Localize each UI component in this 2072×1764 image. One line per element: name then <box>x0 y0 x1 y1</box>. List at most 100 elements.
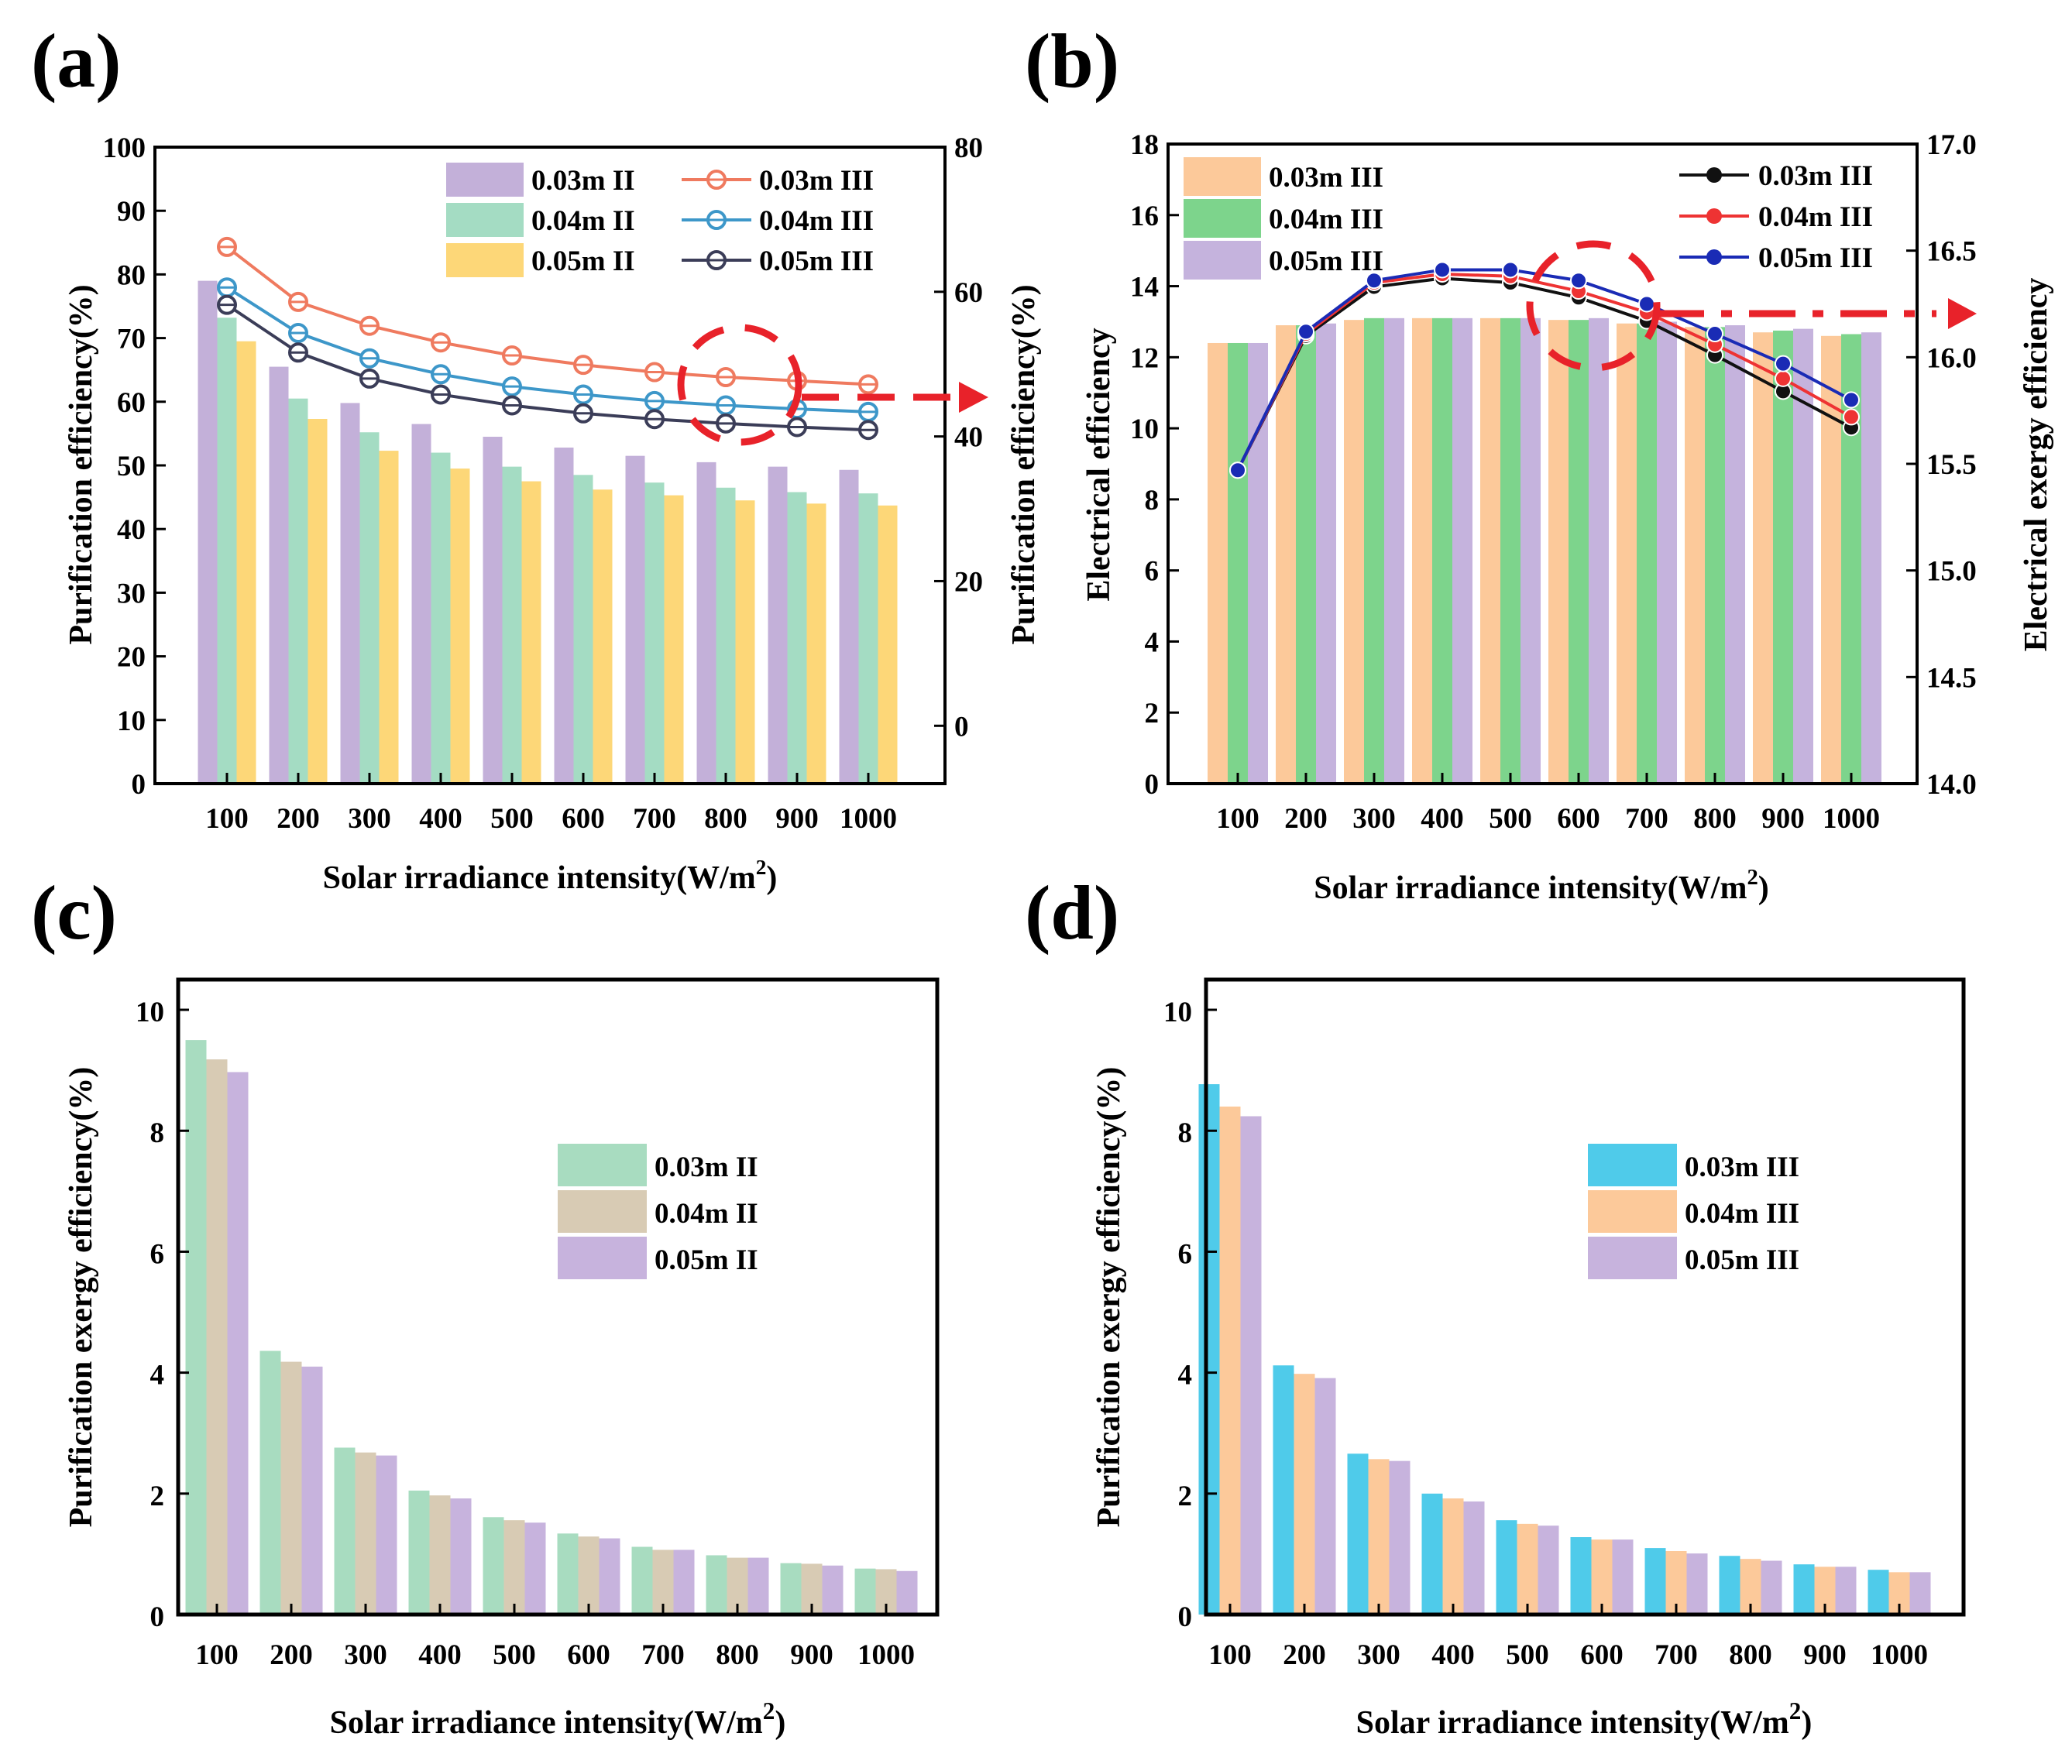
bar-0-03m-II-500 <box>483 437 503 784</box>
x-tick-label: 600 <box>1557 803 1600 835</box>
y-tick-label: 80 <box>117 259 146 291</box>
legend-label: 0.03m III <box>759 165 874 197</box>
legend-label: 0.05m III <box>1758 242 1873 274</box>
bar-series-2-500 <box>524 1522 546 1615</box>
y2-tick-label: 14.0 <box>1926 769 1977 801</box>
bar-series-0-1000 <box>1868 1570 1889 1615</box>
legend-label: 0.03m III <box>1758 160 1873 192</box>
line-0-04m-III <box>225 286 869 414</box>
x-axis-title: Solar irradiance intensity(W/m2) <box>1356 1697 1813 1741</box>
bar-0-04m-II-300 <box>359 432 380 784</box>
y-tick-label: 50 <box>117 451 146 482</box>
legend-label: 0.03m II <box>655 1151 758 1183</box>
x-tick-label: 400 <box>1421 803 1464 835</box>
x-tick-label: 700 <box>641 1639 685 1671</box>
y2-axis-title: Electrical exergy efficiency <box>2019 278 2054 652</box>
point-0-03m-III-100 <box>217 236 237 257</box>
x-tick-label: 300 <box>344 1639 387 1671</box>
bar-0-03m-III-0-200 <box>1276 325 1296 784</box>
x-tick-label: 200 <box>270 1639 313 1671</box>
bar-0-03m-III-0-100 <box>1208 342 1228 784</box>
y-tick-label: 20 <box>117 642 146 674</box>
panel-letter: (c) <box>31 870 117 956</box>
bar-0-05m-II-700 <box>664 495 684 784</box>
highlight-arrow-head <box>1948 298 1977 329</box>
bar-0-05m-III-2-300 <box>1384 317 1404 784</box>
y-tick-label: 6 <box>1178 1238 1193 1270</box>
bar-0-03m-II-300 <box>340 403 360 784</box>
x-tick-label: 400 <box>1431 1639 1475 1671</box>
y-tick-label: 14 <box>1130 272 1159 304</box>
x-axis-title-superscript: 2 <box>1747 866 1758 890</box>
bar-0-04m-II-900 <box>787 492 807 784</box>
highlight-circle <box>677 324 802 446</box>
bar-0-05m-III-2-400 <box>1452 317 1472 784</box>
point-0-04m-III-200 <box>288 323 308 344</box>
y2-tick-label: 40 <box>954 422 983 454</box>
legend-label: 0.05m III <box>1685 1244 1799 1276</box>
bar-0-04m-II-1000 <box>858 493 878 784</box>
y-tick-label: 0 <box>132 769 146 801</box>
y-tick-label: 4 <box>1178 1360 1193 1392</box>
x-axis-title-main: Solar irradiance intensity(W/m <box>330 1705 763 1741</box>
legend-swatch <box>1184 241 1261 280</box>
bar-0-04m-III-1-800 <box>1705 327 1725 784</box>
y-axis-title: Electrical efficiency <box>1081 328 1117 601</box>
point-series-2-600 <box>1570 272 1587 290</box>
y-axis-title: Purification exergy efficiency(%) <box>64 1067 99 1528</box>
point-series-2-700 <box>1638 295 1655 313</box>
bar-series-1-500 <box>503 1520 525 1615</box>
y-tick-label: 4 <box>150 1360 165 1392</box>
bar-series-0-300 <box>1347 1453 1369 1615</box>
bar-0-03m-III-0-800 <box>1685 327 1705 784</box>
bar-0-04m-III-1-600 <box>1569 320 1589 784</box>
bar-series-0-800 <box>706 1555 727 1615</box>
bar-series-1-400 <box>1442 1498 1464 1615</box>
point-0-03m-III-600 <box>573 355 593 376</box>
y-tick-label: 2 <box>150 1481 165 1512</box>
bar-0-05m-II-200 <box>308 418 328 784</box>
x-tick-label: 800 <box>1729 1639 1772 1671</box>
point-0-05m-III-100 <box>217 294 237 315</box>
highlight-arrow-head <box>959 382 988 413</box>
y2-tick-label: 15.0 <box>1926 556 1977 588</box>
bar-series-0-500 <box>1496 1520 1517 1615</box>
legend-swatch <box>1588 1190 1677 1233</box>
legend-label: 0.04m III <box>1269 204 1383 235</box>
x-tick-label: 300 <box>1352 803 1396 835</box>
bar-series-1-300 <box>1368 1459 1390 1615</box>
legend-marker <box>1706 167 1722 183</box>
legend-label: 0.04m III <box>759 205 874 237</box>
bar-0-03m-III-0-700 <box>1617 323 1637 784</box>
bar-0-05m-III-2-1000 <box>1861 332 1881 784</box>
bar-0-04m-III-1-500 <box>1500 317 1520 784</box>
legend-label: 0.05m II <box>531 245 635 277</box>
bar-series-2-200 <box>301 1366 323 1615</box>
bar-0-03m-II-1000 <box>839 469 859 784</box>
legend-marker <box>706 170 727 190</box>
point-series-2-100 <box>1229 462 1246 479</box>
y-tick-label: 2 <box>1145 698 1160 729</box>
bar-series-2-700 <box>1686 1553 1708 1615</box>
bar-0-05m-II-1000 <box>878 505 898 784</box>
bar-0-03m-III-0-500 <box>1480 317 1500 784</box>
y2-tick-label: 0 <box>954 711 969 743</box>
bar-0-04m-II-700 <box>644 482 665 784</box>
bar-series-2-400 <box>1463 1501 1485 1615</box>
y-tick-label: 8 <box>150 1117 165 1149</box>
bar-0-03m-II-800 <box>696 462 716 784</box>
legend-label: 0.05m III <box>1269 245 1383 277</box>
bar-series-1-200 <box>280 1361 302 1615</box>
x-tick-label: 500 <box>1489 803 1532 835</box>
point-0-04m-III-300 <box>359 348 380 369</box>
x-tick-label: 100 <box>1216 803 1259 835</box>
y-tick-label: 10 <box>1163 997 1192 1028</box>
bar-series-0-700 <box>1644 1548 1666 1615</box>
x-axis-title: Solar irradiance intensity(W/m2) <box>1314 866 1768 906</box>
bar-0-03m-II-100 <box>198 280 218 784</box>
bar-series-2-300 <box>376 1455 397 1615</box>
y2-tick-label: 16.0 <box>1926 342 1977 374</box>
bar-0-05m-II-100 <box>236 341 256 784</box>
bar-series-1-300 <box>355 1452 376 1615</box>
